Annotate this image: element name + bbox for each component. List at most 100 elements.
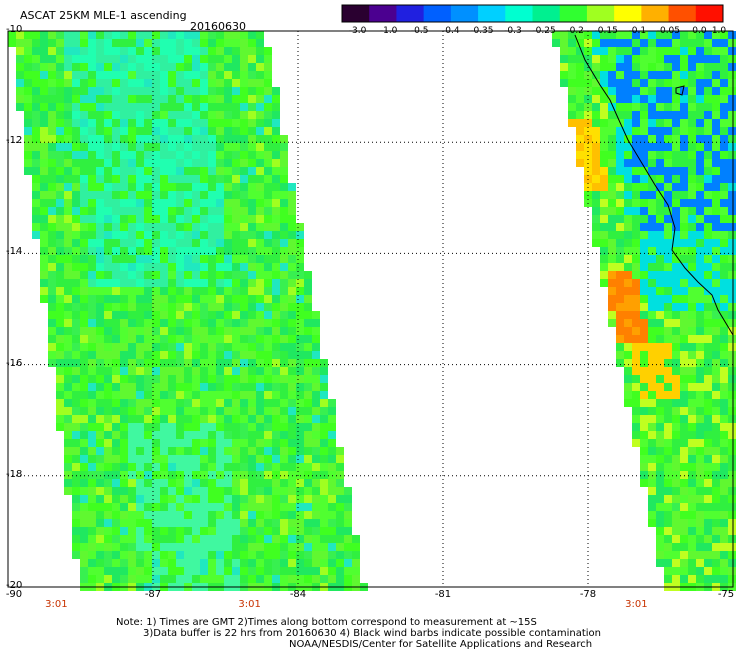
swath-cell	[48, 159, 56, 167]
swath-cell	[40, 71, 48, 79]
swath-cell	[656, 247, 664, 255]
swath-cell	[240, 63, 248, 71]
swath-cell	[192, 167, 200, 175]
swath-cell	[664, 223, 672, 231]
swath-cell	[688, 287, 696, 295]
swath-cell	[216, 303, 224, 311]
swath-cell	[96, 271, 104, 279]
swath-cell	[160, 55, 168, 63]
swath-cell	[8, 31, 16, 39]
swath-cell	[192, 535, 200, 543]
swath-cell	[136, 535, 144, 543]
swath-cell	[112, 47, 120, 55]
swath-cell	[152, 71, 160, 79]
swath-cell	[56, 79, 64, 87]
swath-cell	[232, 567, 240, 575]
swath-cell	[328, 503, 336, 511]
swath-cell	[256, 287, 264, 295]
swath-cell	[712, 487, 720, 495]
swath-cell	[64, 135, 72, 143]
swath-cell	[24, 55, 32, 63]
swath-cell	[48, 111, 56, 119]
swath-cell	[704, 319, 712, 327]
swath-cell	[672, 191, 680, 199]
swath-cell	[64, 31, 72, 39]
swath-cell	[304, 575, 312, 583]
swath-cell	[168, 407, 176, 415]
swath-cell	[264, 311, 272, 319]
swath-cell	[176, 527, 184, 535]
swath-cell	[56, 319, 64, 327]
swath-cell	[616, 127, 624, 135]
swath-cell	[696, 175, 704, 183]
swath-cell	[88, 399, 96, 407]
swath-cell	[128, 567, 136, 575]
swath-cell	[672, 207, 680, 215]
swath-cell	[48, 143, 56, 151]
swath-cell	[144, 111, 152, 119]
swath-cell	[192, 471, 200, 479]
swath-cell	[304, 463, 312, 471]
swath-cell	[680, 503, 688, 511]
swath-cell	[104, 535, 112, 543]
swath-cell	[96, 31, 104, 39]
swath-cell	[680, 479, 688, 487]
swath-cell	[712, 431, 720, 439]
swath-cell	[304, 343, 312, 351]
swath-cell	[264, 391, 272, 399]
swath-cell	[168, 79, 176, 87]
swath-cell	[640, 271, 648, 279]
swath-cell	[616, 87, 624, 95]
swath-cell	[640, 79, 648, 87]
swath-cell	[160, 31, 168, 39]
swath-cell	[224, 103, 232, 111]
swath-cell	[632, 319, 640, 327]
swath-cell	[712, 519, 720, 527]
swath-cell	[696, 311, 704, 319]
swath-cell	[608, 231, 616, 239]
swath-cell	[136, 119, 144, 127]
swath-cell	[696, 31, 704, 39]
swath-cell	[272, 407, 280, 415]
swath-cell	[240, 495, 248, 503]
swath-cell	[224, 143, 232, 151]
swath-cell	[248, 159, 256, 167]
swath-cell	[136, 167, 144, 175]
swath-cell	[200, 319, 208, 327]
swath-cell	[616, 199, 624, 207]
swath-cell	[240, 471, 248, 479]
swath-cell	[216, 503, 224, 511]
swath-cell	[664, 463, 672, 471]
swath-cell	[664, 311, 672, 319]
swath-cell	[16, 95, 24, 103]
swath-cell	[664, 199, 672, 207]
swath-cell	[256, 351, 264, 359]
swath-cell	[728, 487, 736, 495]
swath-cell	[88, 343, 96, 351]
swath-cell	[224, 503, 232, 511]
swath-cell	[288, 391, 296, 399]
swath-cell	[600, 79, 608, 87]
swath-cell	[656, 351, 664, 359]
swath-cell	[88, 127, 96, 135]
swath-cell	[144, 71, 152, 79]
swath-cell	[704, 447, 712, 455]
swath-cell	[224, 79, 232, 87]
swath-cell	[144, 239, 152, 247]
swath-cell	[152, 295, 160, 303]
swath-cell	[264, 551, 272, 559]
swath-cell	[208, 431, 216, 439]
swath-cell	[248, 431, 256, 439]
swath-cell	[120, 455, 128, 463]
swath-cell	[288, 215, 296, 223]
swath-cell	[64, 231, 72, 239]
swath-cell	[648, 319, 656, 327]
swath-cell	[232, 127, 240, 135]
swath-cell	[32, 79, 40, 87]
swath-cell	[248, 415, 256, 423]
swath-cell	[216, 207, 224, 215]
swath-cell	[256, 559, 264, 567]
swath-cell	[712, 175, 720, 183]
swath-cell	[680, 223, 688, 231]
swath-cell	[160, 271, 168, 279]
